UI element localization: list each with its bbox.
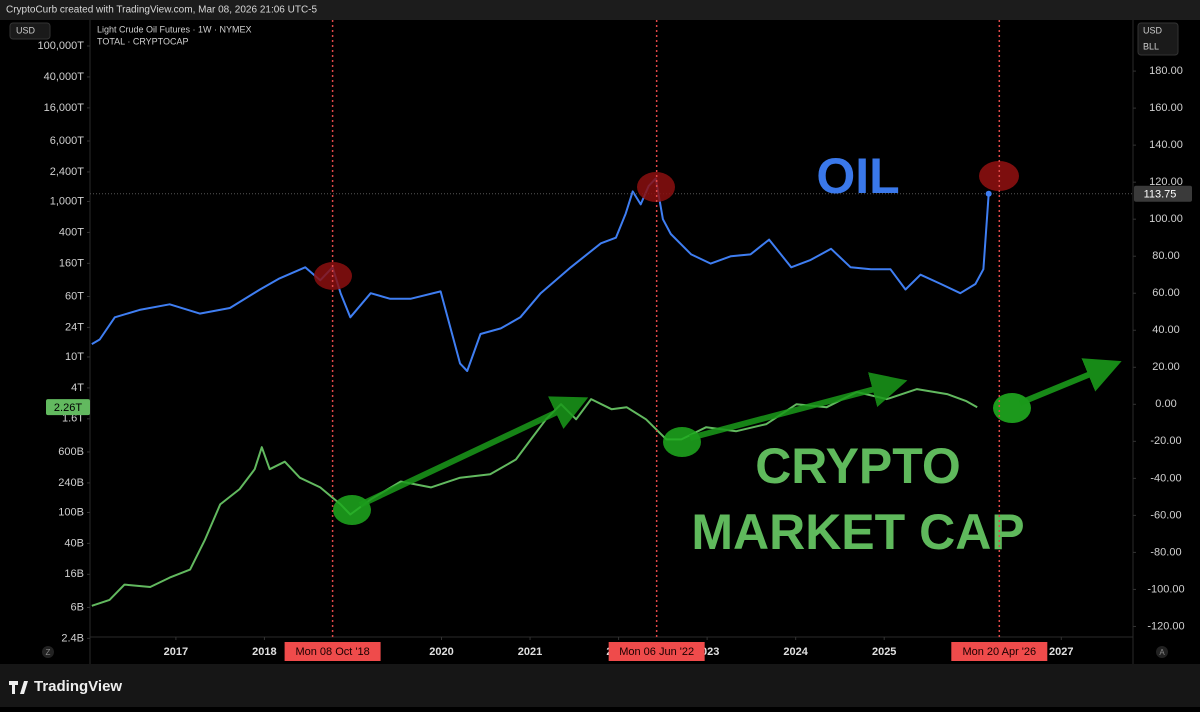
y-tick-label: 40B <box>64 537 84 549</box>
y2-tick-label: 160.00 <box>1149 102 1183 114</box>
x-tick-label: 2020 <box>429 646 453 658</box>
y-tick-label: 2,400T <box>50 166 85 178</box>
y2-tick-label: 40.00 <box>1152 324 1180 336</box>
last-value-label: 113.75 <box>1144 189 1177 201</box>
footer-bar <box>0 664 1200 707</box>
date-label: Mon 20 Apr '26 <box>962 646 1036 658</box>
y2-tick-label: -60.00 <box>1150 509 1181 521</box>
unit-box[interactable] <box>1137 22 1179 56</box>
y-tick-label: 24T <box>65 321 84 333</box>
green-marker <box>993 393 1031 423</box>
y-tick-label: 16,000T <box>44 102 85 114</box>
y-tick-label: 16B <box>64 568 84 580</box>
annotation-oil: OIL <box>816 148 899 204</box>
y-unit: USD <box>16 25 36 35</box>
y-tick-label: 240B <box>58 477 84 489</box>
highlights <box>314 161 1122 525</box>
y-tick-label: 100B <box>58 506 84 518</box>
footer-text: TradingView <box>34 678 122 695</box>
last-point <box>985 190 992 197</box>
date-label: Mon 08 Oct '18 <box>295 646 369 658</box>
series-line <box>91 177 990 372</box>
x-tick-label: 2025 <box>872 646 896 658</box>
y-tick-label: 160T <box>59 257 84 269</box>
y-tick-label: 100,000T <box>38 40 85 52</box>
y-tick-label: 4T <box>71 382 84 394</box>
scale-button[interactable] <box>1156 646 1168 658</box>
y-tick-label: 40,000T <box>44 71 85 83</box>
series-line <box>91 388 978 607</box>
y2-unit: USD <box>1143 25 1163 35</box>
date-label: Mon 06 Jun '22 <box>619 646 694 658</box>
top-bar <box>0 0 1200 20</box>
trend-arrow <box>689 372 908 441</box>
y2-unit-sub: BLL <box>1143 41 1159 51</box>
legend-item: Light Crude Oil Futures · 1W · NYMEX <box>97 24 252 34</box>
y-tick-label: 400T <box>59 226 84 238</box>
y2-tick-label: 60.00 <box>1152 287 1180 299</box>
y2-tick-label: 100.00 <box>1149 213 1183 225</box>
last-value-box <box>46 399 90 416</box>
x-tick-label: 2027 <box>1049 646 1073 658</box>
y2-tick-label: 20.00 <box>1152 361 1180 373</box>
last-value-label: 2.26T <box>54 402 82 414</box>
date-label-box <box>608 642 705 661</box>
chart-bg <box>0 20 1200 664</box>
y2-tick-label: -100.00 <box>1147 583 1184 595</box>
last-value-box <box>1134 185 1192 202</box>
green-marker <box>663 427 701 457</box>
y-tick-label: 10T <box>65 351 84 363</box>
x-tick-label: 2018 <box>252 646 276 658</box>
trend-arrow <box>358 396 589 508</box>
date-label-box <box>284 642 381 661</box>
scale-button[interactable] <box>42 646 54 658</box>
y2-tick-label: 80.00 <box>1152 250 1180 262</box>
annotation-crypto: CRYPTO <box>755 438 961 494</box>
y2-tick-label: -80.00 <box>1150 546 1181 558</box>
y-tick-label: 1.6T <box>62 413 84 425</box>
y2-tick-label: -120.00 <box>1147 620 1184 632</box>
y2-tick-label: -20.00 <box>1150 435 1181 447</box>
y-tick-label: 6B <box>71 601 84 613</box>
x-tick-label: 2021 <box>518 646 542 658</box>
y-tick-label: 1,000T <box>50 195 85 207</box>
scale-button-label: Z <box>46 648 51 657</box>
y2-tick-label: 120.00 <box>1149 176 1183 188</box>
annotation-market-cap: MARKET CAP <box>691 504 1024 560</box>
y2-tick-label: -40.00 <box>1150 472 1181 484</box>
y-tick-label: 60T <box>65 290 84 302</box>
x-tick-label: 2017 <box>164 646 188 658</box>
y2-tick-label: 140.00 <box>1149 139 1183 151</box>
y-tick-label: 2.4B <box>61 632 84 644</box>
x-tick-label: 2024 <box>783 646 808 658</box>
y-tick-label: 600B <box>58 446 84 458</box>
y2-tick-label: 0.00 <box>1155 398 1176 410</box>
header-text: CryptoCurb created with TradingView.com,… <box>6 5 318 16</box>
y2-tick-label: 180.00 <box>1149 65 1183 77</box>
scale-button-label: A <box>1159 648 1165 657</box>
unit-box[interactable] <box>9 22 51 40</box>
logo-icon <box>9 681 28 694</box>
trend-arrow <box>1018 358 1122 406</box>
y-tick-label: 6,000T <box>50 135 85 147</box>
date-label-box <box>951 642 1048 661</box>
legend-item: TOTAL · CRYPTOCAP <box>97 36 189 46</box>
footer-logo: TradingView <box>9 678 122 695</box>
